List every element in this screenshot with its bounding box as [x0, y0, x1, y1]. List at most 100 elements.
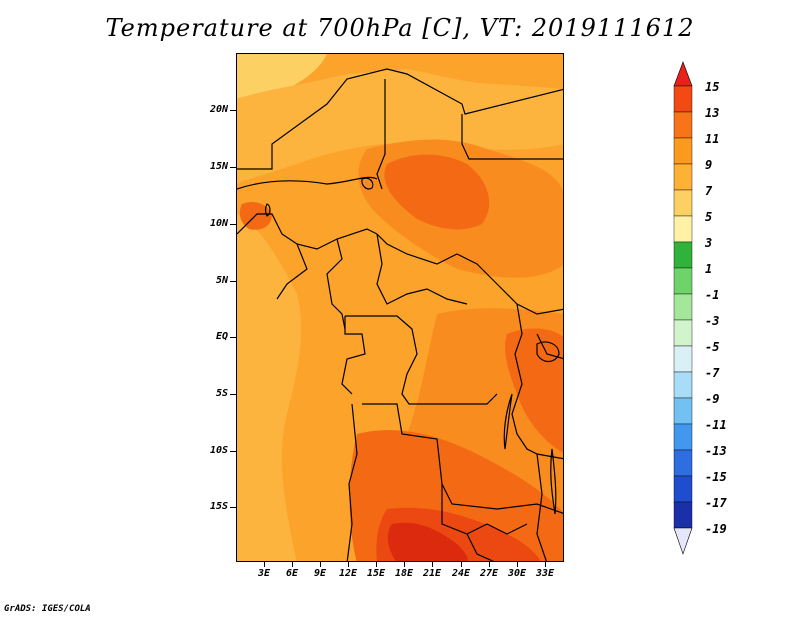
- colorbar-swatch: [673, 319, 693, 347]
- colorbar-label: -11: [705, 418, 727, 432]
- chart-title: Temperature at 700hPa [C], VT: 201911161…: [105, 14, 695, 42]
- x-tick: [404, 562, 405, 567]
- y-tick: [230, 224, 236, 225]
- border-line: [376, 233, 468, 305]
- colorbar-label: -13: [705, 444, 727, 458]
- y-label-20n: 20N: [209, 104, 228, 115]
- x-tick: [292, 562, 293, 567]
- x-label-33e: 33E: [535, 568, 555, 579]
- colorbar-swatch: [673, 85, 693, 113]
- lake-victoria: [536, 341, 560, 363]
- light-band-west: [237, 214, 302, 561]
- y-label-eq: EQ: [215, 331, 228, 342]
- x-label-18e: 18E: [394, 568, 414, 579]
- y-label-10s: 10S: [209, 445, 228, 456]
- x-label-21e: 21E: [422, 568, 442, 579]
- border-line: [341, 316, 366, 395]
- colorbar-swatch: [673, 423, 693, 451]
- lake-malawi: [550, 448, 557, 515]
- colorbar-swatch: [673, 449, 693, 477]
- border-line: [511, 303, 563, 460]
- y-tick: [230, 451, 236, 452]
- border-line: [276, 243, 308, 300]
- y-tick: [230, 394, 236, 395]
- colorbar-swatch: [673, 137, 693, 165]
- cool-patch-north: [237, 54, 327, 99]
- colorbar-label: -19: [705, 522, 727, 536]
- lake-volta: [264, 203, 271, 217]
- map-svg: [237, 54, 563, 561]
- colorbar-label: 15: [705, 80, 720, 94]
- colorbar-swatch: [673, 111, 693, 139]
- x-tick: [489, 562, 490, 567]
- light-band-north: [237, 69, 563, 184]
- colorbar-swatch: [673, 345, 693, 373]
- colorbar-label: 13: [705, 106, 720, 120]
- x-label-15e: 15E: [366, 568, 386, 579]
- x-tick: [461, 562, 462, 567]
- border-line: [237, 68, 563, 170]
- x-label-9e: 9E: [313, 568, 327, 579]
- colorbar-swatch: [673, 241, 693, 269]
- temperature-fields: [237, 54, 563, 561]
- x-tick: [320, 562, 321, 567]
- lake-chad: [361, 177, 374, 190]
- colorbar-label: 5: [705, 210, 713, 224]
- x-label-30e: 30E: [507, 568, 527, 579]
- x-label-12e: 12E: [338, 568, 358, 579]
- credit-text: GrADS: IGES/COLA: [4, 604, 91, 614]
- y-tick: [230, 281, 236, 282]
- y-tick: [230, 110, 236, 111]
- border-line: [326, 238, 346, 330]
- hot-region-sahel: [384, 154, 490, 230]
- colorbar-swatch: [673, 371, 693, 399]
- y-tick: [230, 507, 236, 508]
- x-label-6e: 6E: [285, 568, 299, 579]
- x-tick: [264, 562, 265, 567]
- border-line: [466, 533, 495, 561]
- lakes: [264, 177, 560, 515]
- border-line: [376, 79, 386, 190]
- colorbar-swatch: [673, 475, 693, 503]
- colorbar-label: -1: [705, 288, 720, 302]
- colorbar-label: 9: [705, 158, 713, 172]
- y-label-15n: 15N: [209, 161, 228, 172]
- border-line: [346, 403, 358, 561]
- y-label-5n: 5N: [215, 275, 228, 286]
- colorbar-swatch: [673, 501, 693, 529]
- country-borders: [237, 68, 563, 561]
- colorbar-swatch: [673, 215, 693, 243]
- border-line: [441, 484, 528, 535]
- colorbar-swatch: [673, 189, 693, 217]
- colorbar-label: -15: [705, 470, 727, 484]
- y-tick: [230, 337, 236, 338]
- colorbar: [673, 61, 693, 555]
- x-tick: [517, 562, 518, 567]
- colorbar-label: -5: [705, 340, 720, 354]
- x-label-27e: 27E: [479, 568, 499, 579]
- lake-tanganyika: [503, 393, 513, 450]
- colorbar-top-arrow: [673, 61, 693, 87]
- colorbar-label: -9: [705, 392, 720, 406]
- y-label-5s: 5S: [215, 388, 228, 399]
- x-label-3e: 3E: [257, 568, 271, 579]
- border-line: [345, 315, 498, 405]
- x-tick: [432, 562, 433, 567]
- x-tick: [545, 562, 546, 567]
- x-label-24e: 24E: [451, 568, 471, 579]
- colorbar-label: -7: [705, 366, 720, 380]
- border-line: [536, 333, 563, 360]
- colorbar-label: 1: [705, 262, 713, 276]
- colorbar-bottom-arrow: [673, 527, 693, 555]
- colorbar-label: -17: [705, 496, 727, 510]
- hot-region-east: [505, 328, 563, 453]
- colorbar-label: -3: [705, 314, 720, 328]
- colorbar-swatch: [673, 293, 693, 321]
- colorbar-swatch: [673, 163, 693, 191]
- y-label-15s: 15S: [209, 501, 228, 512]
- border-line: [536, 453, 547, 561]
- hottest-region-south: [387, 522, 468, 561]
- temperature-map: [236, 53, 564, 562]
- colorbar-swatch: [673, 397, 693, 425]
- x-tick: [376, 562, 377, 567]
